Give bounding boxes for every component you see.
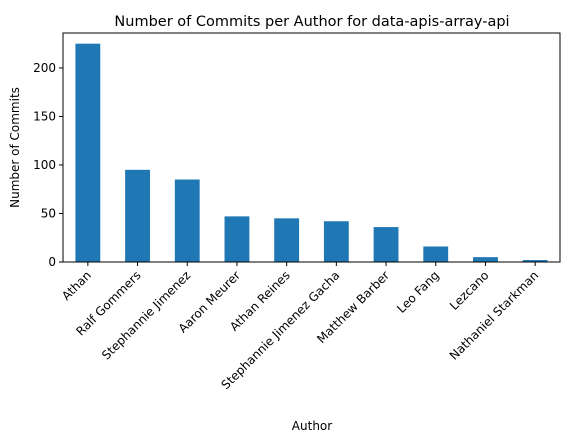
- y-tick-label: 100: [33, 158, 56, 172]
- x-tick-label: Athan: [59, 268, 94, 303]
- bar: [174, 179, 200, 262]
- y-tick-label: 150: [33, 109, 56, 123]
- y-axis: 0 50 100 150 200: [33, 61, 63, 269]
- x-tick-label: Stephannie Jimenez: [99, 268, 193, 362]
- chart-title: Number of Commits per Author for data-ap…: [114, 14, 509, 30]
- bars: [75, 43, 548, 262]
- y-tick-label: 0: [48, 255, 56, 269]
- bar: [373, 227, 399, 262]
- plot-frame: [62, 32, 561, 263]
- bar: [274, 218, 300, 262]
- x-tick-label: Lezcano: [447, 268, 492, 313]
- y-tick-label: 200: [33, 61, 56, 75]
- x-tick-label: Leo Fang: [394, 268, 442, 316]
- bar: [224, 216, 250, 262]
- bar: [473, 257, 498, 262]
- bar: [125, 169, 150, 262]
- bar: [75, 43, 101, 262]
- y-axis-label: Number of Commits: [8, 87, 22, 208]
- y-tick-label: 50: [41, 206, 56, 220]
- x-axis-label: Author: [292, 419, 332, 433]
- bar: [522, 260, 548, 262]
- x-tick-label: Nathaniel Starkman: [447, 268, 542, 363]
- bar: [323, 221, 349, 262]
- bar: [423, 246, 449, 262]
